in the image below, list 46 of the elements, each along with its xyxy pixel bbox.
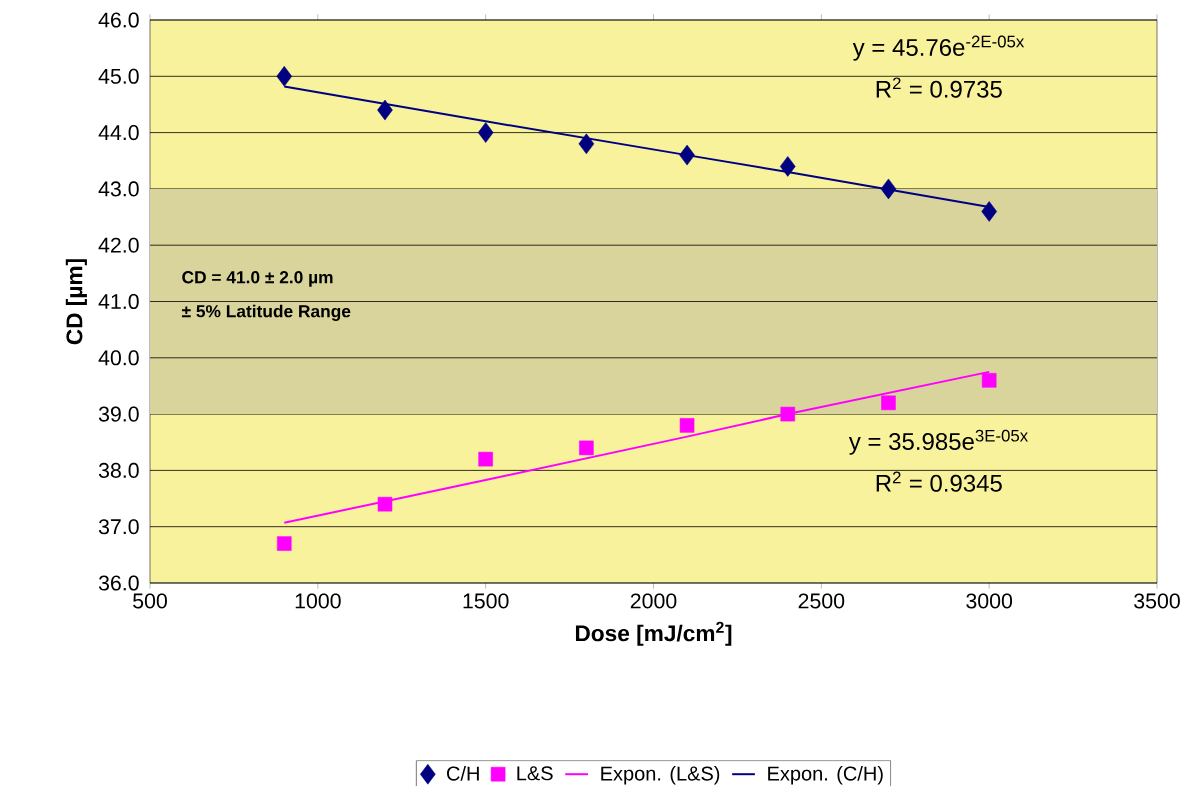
point bbox=[880, 178, 897, 200]
point bbox=[679, 418, 695, 433]
y-tick-label: 42.0 bbox=[98, 237, 139, 253]
y-tick-label: 37.0 bbox=[98, 519, 139, 535]
point bbox=[780, 156, 796, 177]
y-axis-title: CD [µm] bbox=[65, 259, 87, 345]
y-tick-label: 45.0 bbox=[98, 68, 139, 84]
x-tick-label: 500 bbox=[133, 593, 167, 609]
x-tick-label: 1000 bbox=[295, 593, 341, 609]
x-tick-label: 2500 bbox=[798, 593, 845, 609]
annotation: R$^{2}$ = 0.9345 bbox=[876, 471, 1002, 492]
point bbox=[981, 373, 997, 388]
y-tick-label: 39.0 bbox=[98, 406, 139, 422]
x-tick-label: 1500 bbox=[463, 593, 509, 609]
point bbox=[579, 440, 594, 456]
point bbox=[477, 122, 494, 143]
x-tick-label: 3000 bbox=[966, 593, 1013, 609]
annotation: ± 5% Latitude Range bbox=[181, 304, 351, 321]
legend-label: C/H bbox=[447, 765, 479, 781]
point bbox=[377, 99, 393, 121]
point bbox=[578, 133, 595, 155]
point bbox=[881, 395, 896, 411]
point bbox=[277, 536, 292, 551]
y-tick-label: 36.0 bbox=[98, 575, 139, 591]
point bbox=[377, 496, 393, 512]
y-tick-label: 46.0 bbox=[98, 12, 139, 28]
annotation: y = 35.985e$^{3E-05x}$ bbox=[848, 429, 1028, 455]
annotation: y = 45.76e$^{-2E-05x}$ bbox=[852, 35, 1025, 61]
point bbox=[276, 66, 293, 87]
legend-label: Expon. (L&S) bbox=[601, 765, 720, 785]
point bbox=[478, 451, 493, 467]
legend-label: Expon. (C/H) bbox=[768, 765, 883, 785]
point bbox=[679, 144, 695, 166]
x-tick-label: 2000 bbox=[630, 593, 677, 609]
y-tick-label: 44.0 bbox=[98, 125, 139, 141]
band-label: CD = 41.0 ± 2.0 µm bbox=[182, 271, 333, 287]
x-axis-title: Dose [mJ/cm$^{2}$] bbox=[575, 621, 732, 646]
y-tick-label: 40.0 bbox=[98, 350, 139, 366]
point bbox=[780, 406, 796, 422]
annotation: R$^{2}$ = 0.9735 bbox=[876, 77, 1002, 98]
legend-label: L&S bbox=[517, 766, 553, 781]
x-tick-label: 3500 bbox=[1134, 593, 1180, 609]
y-tick-label: 41.0 bbox=[98, 293, 139, 310]
y-tick-label: 43.0 bbox=[98, 181, 139, 197]
point bbox=[981, 201, 997, 222]
y-tick-label: 38.0 bbox=[98, 462, 139, 478]
